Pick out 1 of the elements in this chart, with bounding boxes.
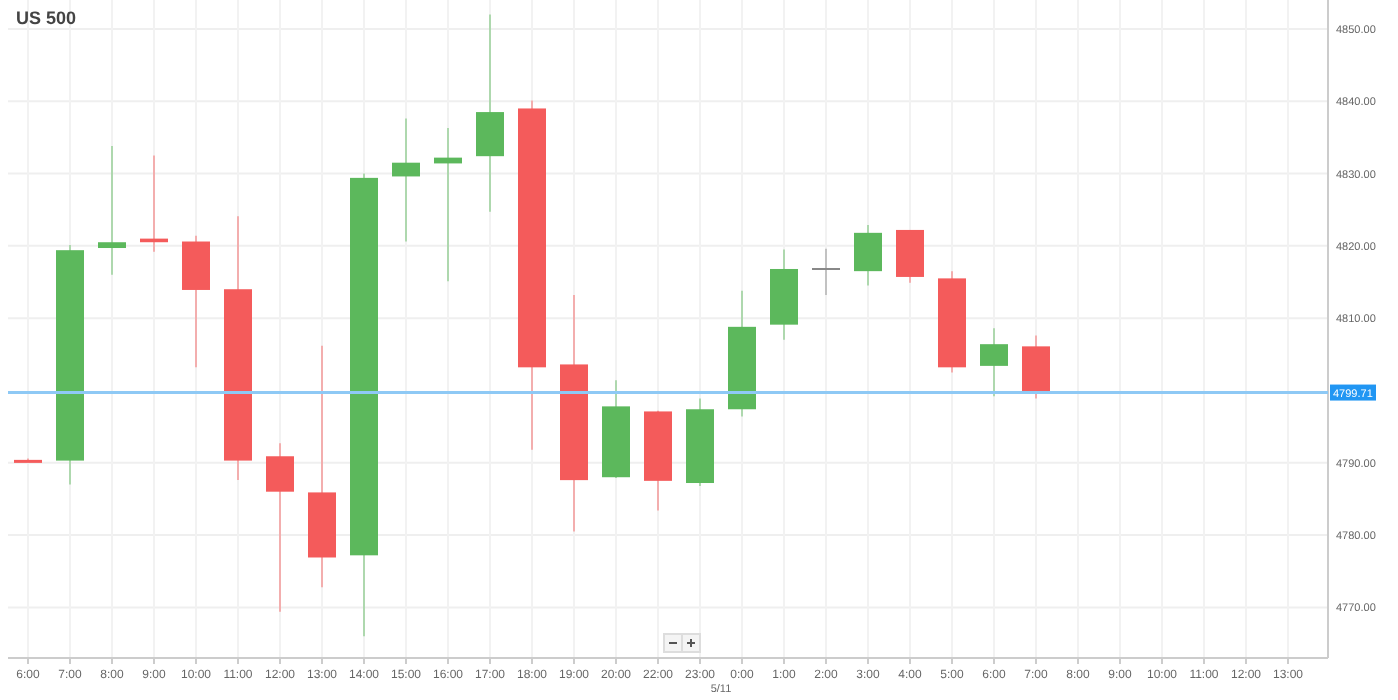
text: US 500 — [16, 8, 77, 28]
